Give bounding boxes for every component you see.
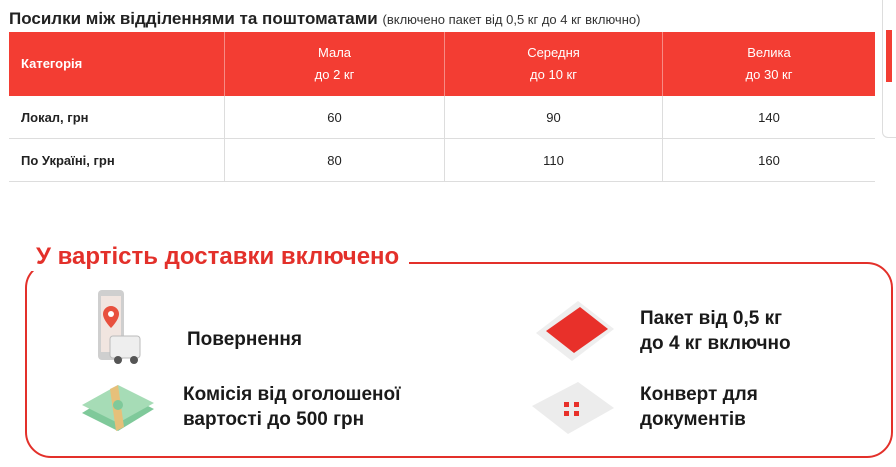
included-title: У вартість доставки включено <box>30 243 410 271</box>
scrollbar[interactable] <box>882 0 896 138</box>
row-label: По Україні, грн <box>9 138 225 182</box>
envelope-icon <box>532 382 614 434</box>
cell: 80 <box>224 138 445 182</box>
cell: 90 <box>444 96 663 139</box>
phone-map-pin-van-icon <box>98 290 141 364</box>
package-icon <box>536 301 614 361</box>
cell: 160 <box>662 138 875 182</box>
cell: 140 <box>662 96 875 139</box>
included-item-commission: Комісія від оголошеної вартості до 500 гр… <box>183 384 401 430</box>
scrollbar-thumb[interactable] <box>886 30 892 82</box>
cell: 110 <box>444 138 663 182</box>
header-medium: Середня до 10 кг <box>444 32 663 96</box>
included-item-package: Пакет від 0,5 кг до 4 кг включно <box>640 308 791 354</box>
header-large: Велика до 30 кг <box>662 32 875 96</box>
header-category: Категорія <box>9 32 225 96</box>
included-item-envelope: Конверт для документів <box>640 384 758 430</box>
pricing-table: Категорія Мала до 2 кг Середня до 10 кг Ве… <box>9 32 875 182</box>
header-small: Мала до 2 кг <box>224 32 445 96</box>
table-header: Категорія Мала до 2 кг Середня до 10 кг Ве… <box>9 32 875 96</box>
included-box <box>25 262 893 458</box>
table-row: По Україні, грн 80 110 160 <box>9 138 875 182</box>
page-title: Посилки між відділеннями та поштоматами … <box>9 9 640 29</box>
money-stack-icon <box>82 385 154 431</box>
title-note: (включено пакет від 0,5 кг до 4 кг включ… <box>382 12 641 27</box>
cell: 60 <box>224 96 445 139</box>
included-item-return: Повернення <box>187 329 302 350</box>
table-row: Локал, грн 60 90 140 <box>9 96 875 139</box>
title-text: Посилки між відділеннями та поштоматами <box>9 9 378 28</box>
row-label: Локал, грн <box>9 96 225 139</box>
